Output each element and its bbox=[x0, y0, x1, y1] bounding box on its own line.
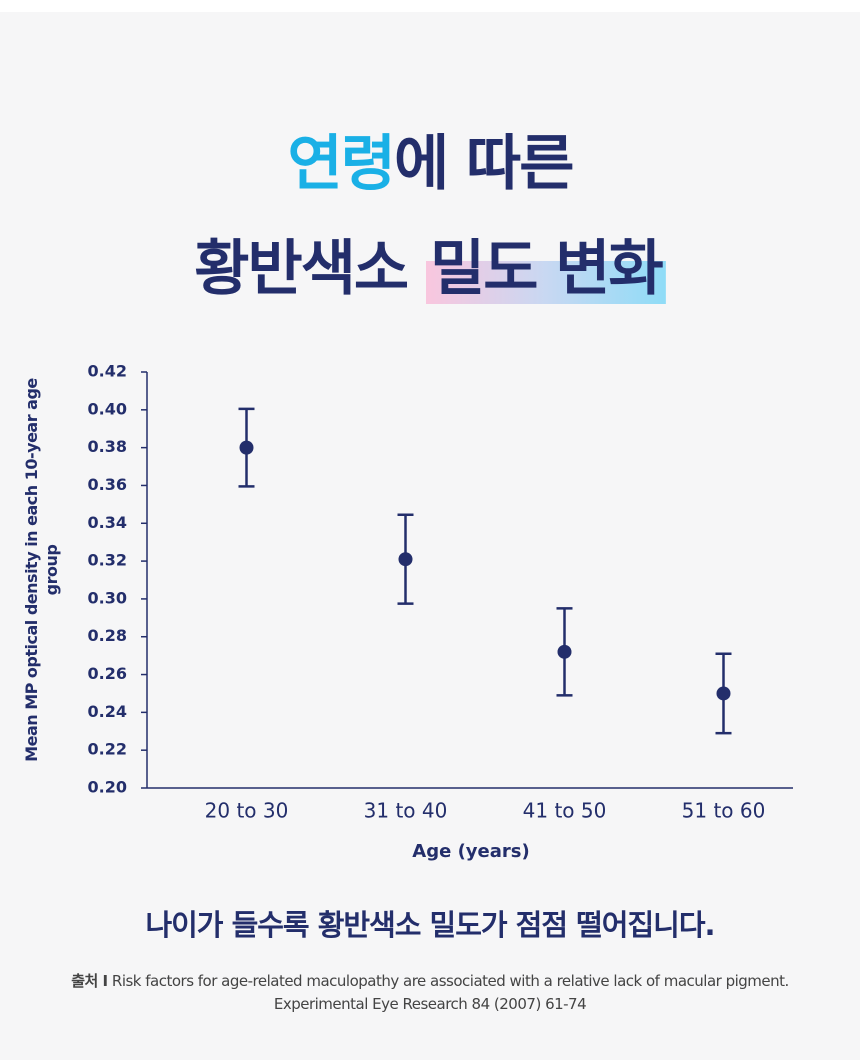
y-tick-label: 0.34 bbox=[88, 513, 127, 532]
title-line: 황반색소 밀도 변화 bbox=[0, 220, 860, 307]
y-tick-label: 0.22 bbox=[88, 740, 127, 759]
title-line: 연령에 따른 bbox=[0, 115, 860, 202]
y-tick-label: 0.30 bbox=[88, 588, 127, 607]
y-tick-label: 0.20 bbox=[88, 778, 127, 797]
y-tick-label: 0.28 bbox=[88, 626, 127, 645]
y-tick-label: 0.42 bbox=[88, 362, 127, 381]
y-tick-label: 0.40 bbox=[88, 399, 127, 418]
source-text: Experimental Eye Research 84 (2007) 61-7… bbox=[273, 995, 587, 1013]
point bbox=[239, 440, 254, 455]
y-axis-label: Mean MP optical density in each 10-year … bbox=[22, 378, 61, 762]
source-text: Risk factors for age-related maculopathy… bbox=[111, 972, 789, 990]
x-tick-label: 51 to 60 bbox=[682, 799, 766, 823]
point bbox=[557, 644, 572, 659]
x-tick-label: 20 to 30 bbox=[205, 799, 289, 823]
point bbox=[398, 552, 413, 567]
title-text: 황반색소 bbox=[194, 234, 426, 304]
source: 출처 I Risk factors for age-related maculo… bbox=[0, 970, 860, 991]
top-strip bbox=[0, 0, 860, 12]
caption: 나이가 들수록 황반색소 밀도가 점점 떨어집니다. bbox=[145, 908, 715, 942]
y-tick-label: 0.26 bbox=[88, 664, 127, 683]
source-label: 출처 I bbox=[71, 972, 108, 990]
y-tick-label: 0.24 bbox=[88, 702, 127, 721]
title-text: 에 따른 bbox=[393, 129, 574, 199]
y-tick-label: 0.38 bbox=[88, 437, 127, 456]
point bbox=[716, 686, 731, 701]
x-axis-label: Age (years) bbox=[412, 841, 529, 862]
x-tick-label: 41 to 50 bbox=[523, 799, 607, 823]
y-tick-label: 0.32 bbox=[88, 551, 127, 570]
y-tick-label: 0.36 bbox=[88, 475, 127, 494]
title-accent: 연령 bbox=[287, 129, 396, 199]
x-tick-label: 31 to 40 bbox=[364, 799, 448, 823]
title-highlight: 밀도 변화 bbox=[426, 234, 666, 304]
